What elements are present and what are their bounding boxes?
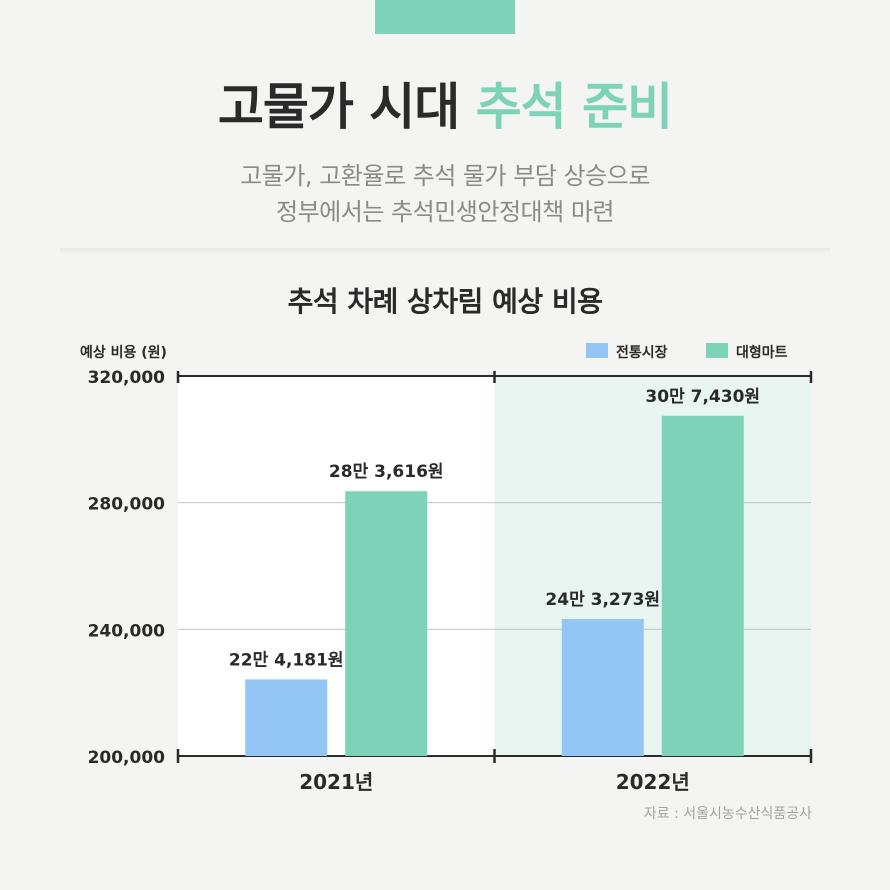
x-tick-label: 2021년 (299, 770, 373, 794)
subtitle-line-2: 정부에서는 추석민생안정대책 마련 (276, 198, 614, 226)
bar (345, 491, 428, 756)
y-tick-label: 320,000 (88, 368, 166, 388)
subtitle: 고물가, 고환율로 추석 물가 부담 상승으로 정부에서는 추석민생안정대책 마… (0, 158, 890, 230)
headline: 고물가 시대 추석 준비 (0, 72, 890, 142)
headline-accent: 추석 준비 (475, 78, 673, 136)
data-label: 24만 3,273원 (545, 590, 660, 610)
top-accent-tab (375, 0, 515, 34)
chart-title: 추석 차례 상차림 예상 비용 (287, 285, 603, 318)
source-note: 자료 : 서울시농수산식품공사 (643, 806, 812, 822)
data-label: 30만 7,430원 (645, 387, 760, 407)
headline-main: 고물가 시대 (217, 78, 460, 136)
bar (561, 618, 644, 756)
subtitle-line-1: 고물가, 고환율로 추석 물가 부담 상승으로 (240, 162, 650, 190)
legend-label: 대형마트 (736, 344, 788, 361)
y-tick-label: 200,000 (88, 748, 166, 768)
highlight-background (494, 376, 811, 756)
legend-label: 전통시장 (616, 344, 668, 361)
legend-swatch (586, 343, 608, 358)
section-divider (60, 248, 830, 254)
legend-swatch (706, 343, 728, 358)
y-tick-label: 240,000 (88, 621, 166, 641)
bar (245, 679, 328, 756)
data-label: 22만 4,181원 (229, 650, 344, 670)
y-tick-label: 280,000 (88, 495, 166, 515)
y-axis-label: 예상 비용 (원) (80, 345, 167, 361)
bar (661, 415, 744, 756)
x-tick-label: 2022년 (616, 770, 690, 794)
data-label: 28만 3,616원 (329, 462, 444, 482)
